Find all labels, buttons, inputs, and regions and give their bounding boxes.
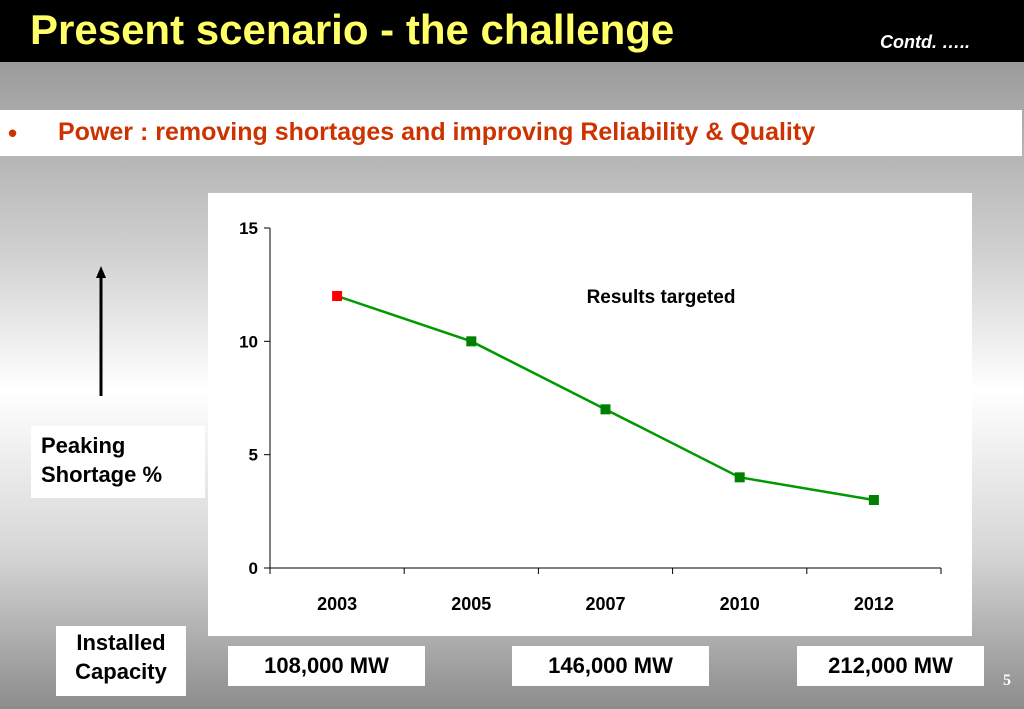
x-tick-label: 2010 xyxy=(720,594,760,614)
data-point xyxy=(466,336,477,347)
y-axis-label-box: Peaking Shortage % xyxy=(31,426,205,498)
capacity-box-2: 146,000 MW xyxy=(512,646,709,686)
x-tick-label: 2012 xyxy=(854,594,894,614)
capacity-box-3: 212,000 MW xyxy=(797,646,984,686)
line-chart: 0 5 10 15 2003 2005 2007 2010 2012 Results target… xyxy=(239,219,942,614)
x-tick-label: 2003 xyxy=(317,594,357,614)
bullet-box xyxy=(0,110,1022,156)
chart-annotation: Results targeted xyxy=(587,287,736,308)
y-tick-label: 0 xyxy=(249,559,258,578)
bullet-text: Power : removing shortages and improving… xyxy=(58,118,816,146)
title-bar: Present scenario - the challenge Contd. … xyxy=(0,0,1024,62)
chart-panel: 0 5 10 15 2003 2005 2007 2010 2012 Results target… xyxy=(208,193,972,636)
series-line xyxy=(336,294,875,502)
page-number: 5 xyxy=(1003,672,1011,689)
contd-label: Contd. ….. xyxy=(880,32,970,52)
capacity-box-1: 108,000 MW xyxy=(228,646,425,686)
x-axis-label-line2: Capacity xyxy=(75,658,167,684)
data-point xyxy=(332,291,343,301)
x-axis-label-line1: Installed xyxy=(76,630,166,655)
x-tick-label: 2005 xyxy=(451,594,491,614)
y-axis-label-line1: Peaking xyxy=(41,433,126,458)
slide-title: Present scenario - the challenge xyxy=(30,6,675,53)
x-tick-label: 2007 xyxy=(585,594,625,614)
bullet-marker: • xyxy=(8,118,18,148)
y-tick-label: 15 xyxy=(239,219,258,238)
y-axis-label-line2: Shortage % xyxy=(41,461,163,487)
data-point xyxy=(600,404,611,415)
data-point xyxy=(868,495,879,505)
up-arrow-icon xyxy=(96,266,106,396)
y-tick-label: 10 xyxy=(239,332,258,351)
x-axis-label-box: Installed Capacity xyxy=(56,626,186,696)
y-tick-label: 5 xyxy=(249,446,258,465)
data-point xyxy=(734,472,745,483)
